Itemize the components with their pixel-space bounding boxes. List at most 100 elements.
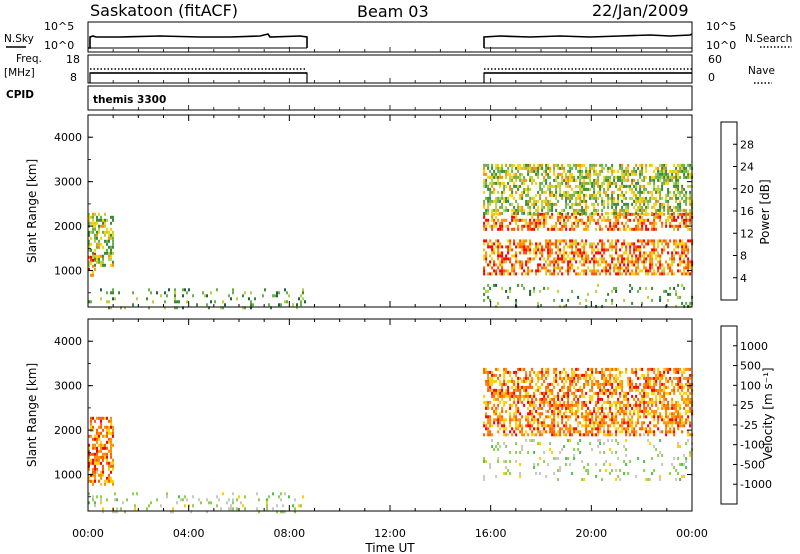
velocity-cell [232,498,234,502]
power-cell [533,227,536,231]
velocity-cell [657,391,660,395]
power-cell [102,224,104,228]
velocity-cell [683,463,686,466]
power-cell [108,230,110,234]
power-cell [487,221,490,225]
velocity-cell [106,431,108,435]
velocity-cell [112,434,114,438]
power-cell [505,269,508,273]
velocity-cell [677,427,680,431]
velocity-cell [667,415,670,419]
power-cell [661,175,664,179]
power-cell [635,257,638,261]
power-cell [98,239,100,243]
velocity-cell [114,492,116,496]
power-cell [673,242,676,246]
velocity-cell [102,443,104,447]
velocity-cell [619,382,622,386]
power-cell [671,254,674,258]
power-cell [551,190,554,194]
power-cell [669,266,672,270]
power-cell [593,205,596,209]
velocity-cell [575,403,578,407]
power-cell [689,196,692,200]
power-cell [529,196,532,200]
power-cell [579,181,582,185]
velocity-cell [561,379,564,383]
power-cell [627,263,630,267]
power-cell [509,248,512,252]
velocity-cell [537,463,540,466]
power-cell [635,272,638,276]
power-cell [517,208,520,212]
power-cell [667,266,670,270]
power-cell [677,245,680,249]
velocity-cell [282,504,284,508]
velocity-cell [509,472,512,475]
power-cell [619,163,622,167]
power-cell [527,224,530,228]
power-cell [635,224,638,228]
power-cell [653,251,656,255]
power-cell [565,205,568,209]
velocity-cell [104,479,106,483]
power-cell [613,175,616,179]
power-cell [561,208,564,212]
power-cell [507,181,510,185]
velocity-cell [517,400,520,404]
velocity-cell [551,424,554,428]
velocity-cell [629,379,632,383]
velocity-cell [653,379,656,383]
velocity-cell [569,424,572,428]
power-cell [585,169,588,173]
power-cell [685,196,688,200]
power-cell [537,169,540,173]
power-cell [583,242,586,246]
power-cell [653,242,656,246]
velocity-cell [98,473,100,477]
velocity-cell [517,424,520,428]
power-cell [523,248,526,252]
velocity-cell [597,391,600,395]
power-cell [541,202,544,206]
power-cell [617,239,620,243]
power-cell [555,251,558,255]
velocity-cell [549,442,552,445]
power-cell [677,215,680,219]
power-cell [497,199,500,203]
power-cell [98,212,100,216]
power-cell [499,254,502,258]
velocity-cell [627,424,630,428]
power-cell [104,230,106,234]
power-cell [547,254,550,258]
power-cell [585,251,588,255]
power-cell [603,178,606,182]
velocity-cell [659,373,662,377]
velocity-cell [663,367,666,371]
power-cell [94,257,96,261]
power-cell [511,187,514,191]
power-cell [485,218,488,222]
power-cell [635,266,638,270]
power-cell [174,306,176,310]
velocity-cell [553,424,556,428]
velocity-cell [665,367,668,371]
power-cell [537,166,540,170]
velocity-cell [635,382,638,386]
power-cell [553,263,556,267]
power-cell [92,215,94,219]
power-cell [595,193,598,197]
velocity-cell [675,421,678,425]
power-cell [663,208,666,212]
power-cell [110,251,112,255]
power-cell [537,245,540,249]
power-cell [655,172,658,176]
velocity-cell [94,504,96,508]
power-cell [639,169,642,173]
power-cell [485,208,488,212]
power-cell [493,260,496,264]
velocity-cell [98,425,100,429]
velocity-cell [583,403,586,407]
power-cell [601,239,604,243]
power-cell [603,199,606,203]
